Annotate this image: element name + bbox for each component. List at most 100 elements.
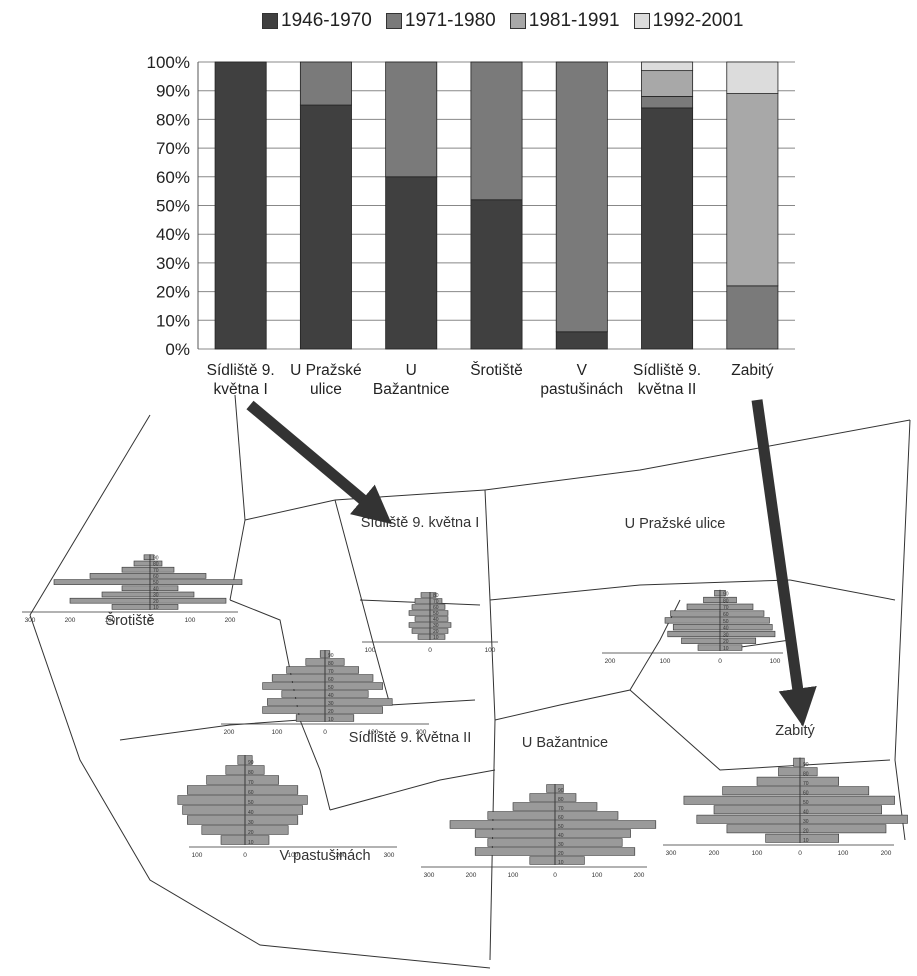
pyramid-age-label: 60 xyxy=(248,790,254,796)
pyramid-age-label: 10 xyxy=(433,635,439,641)
district-map xyxy=(29,394,911,969)
pyramid-x-tick: 200 xyxy=(466,872,477,879)
pyramid-x-tick: 200 xyxy=(225,617,236,624)
pyramid-age-label: 40 xyxy=(558,833,564,839)
pyramid-age-label: 40 xyxy=(248,810,254,816)
pyramid-age-label: 20 xyxy=(328,709,334,715)
bar-v-pastusinach-1971-1980 xyxy=(555,61,608,333)
district-label-u-bazantnice: U Bažantnice xyxy=(522,735,608,751)
bar-sidliste-9-kvetna-i-1946-1970 xyxy=(214,61,267,350)
pyramid-age-label: 40 xyxy=(723,626,729,632)
pyramid-age-label: 30 xyxy=(723,632,729,638)
pyramid-age-label: 50 xyxy=(248,800,254,806)
pyramid-x-tick: 100 xyxy=(365,647,376,654)
pyramid-bar-right-age-40 xyxy=(244,805,303,815)
pyramid-age-label: 20 xyxy=(723,639,729,645)
pyramid-bar-left-age-70 xyxy=(686,603,721,610)
pyramid-x-tick: 100 xyxy=(770,658,781,665)
pyramid-bar-right-age-50 xyxy=(244,795,308,805)
pyramid-bar-left-age-80 xyxy=(778,767,801,777)
pyramid-x-tick: 200 xyxy=(65,617,76,624)
pyramid-bar-right-age-20 xyxy=(324,706,383,714)
bar-sidliste-9-kvetna-ii-1981-1991 xyxy=(641,70,694,97)
pyramid-x-tick: 200 xyxy=(416,729,427,736)
pyramid-x-tick: 100 xyxy=(368,729,379,736)
pyramid-age-label: 70 xyxy=(433,599,439,605)
pyramid-age-label: 10 xyxy=(248,840,254,846)
bar-u-prazske-ulice-1971-1980 xyxy=(299,61,352,106)
map-boundary xyxy=(494,599,681,721)
pyramid-bar-left-age-90 xyxy=(143,554,151,561)
bar-zabity-1992-2001 xyxy=(726,61,779,94)
legend-item-1971-1980: 1971-1980 xyxy=(385,10,496,32)
pyramid-age-label: 40 xyxy=(328,693,334,699)
pyramid-bar-left-age-50 xyxy=(449,820,556,829)
pyramid-bar-left-age-30 xyxy=(408,622,431,628)
y-tick-label: 90% xyxy=(156,82,190,101)
x-tick-label-sidliste-9-kvetna-i: Sídliště 9. května I xyxy=(207,362,275,398)
pyramid-bar-left-age-60 xyxy=(89,573,151,579)
legend: 1946-1970 1971-1980 1981-1991 1992-2001 xyxy=(262,10,744,32)
pyramid-bar-right-age-40 xyxy=(554,829,631,838)
pyramid-x-tick: 100 xyxy=(752,850,763,857)
bar-sidliste-9-kvetna-ii-1971-1980 xyxy=(641,96,694,109)
pyramid-age-label: 30 xyxy=(153,593,159,599)
pyramid-bar-right-age-60 xyxy=(554,811,619,820)
district-label-sidliste-9-kvetna-i: Sídliště 9. května I xyxy=(361,515,479,531)
pyramid-bar-right-age-50 xyxy=(324,682,383,690)
pyramid-bar-right-age-60 xyxy=(799,786,870,796)
pyramid-age-label: 60 xyxy=(433,605,439,611)
pyramid-bar-left-age-90 xyxy=(714,590,721,597)
pyramid-age-label: 90 xyxy=(803,762,809,768)
map-boundary xyxy=(489,579,791,601)
pyramid-age-label: 60 xyxy=(803,791,809,797)
pyramid-bar-left-age-90 xyxy=(237,755,246,765)
pyramid-age-label: 20 xyxy=(153,599,159,605)
pyramid-x-tick: 100 xyxy=(660,658,671,665)
pyramid-bar-left-age-20 xyxy=(411,628,431,634)
bar-zabity-1971-1980 xyxy=(726,285,779,350)
pyramid-bar-left-age-30 xyxy=(101,591,151,598)
pyramid-bar-left-age-20 xyxy=(474,847,556,856)
x-tick-label-u-bazantnice: U Bažantnice xyxy=(373,362,450,398)
pyramid-bar-left-age-50 xyxy=(53,579,151,585)
district-label-v-pastusinach: V pastušinách xyxy=(279,848,370,864)
pyramid-bar-left-age-70 xyxy=(286,666,326,674)
pyramid-x-tick: 0 xyxy=(148,617,152,624)
pyramid-bar-left-age-10 xyxy=(220,835,246,845)
district-label-u-prazske-ulice: U Pražské ulice xyxy=(625,516,726,532)
pyramid-age-label: 10 xyxy=(558,860,564,866)
pyramid-bar-left-age-90 xyxy=(793,757,801,767)
pyramid-bar-left-age-80 xyxy=(133,560,151,567)
pyramid-age-label: 50 xyxy=(433,611,439,617)
pyramid-age-label: 70 xyxy=(558,806,564,812)
pyramid-bar-left-age-80 xyxy=(225,765,246,775)
pyramid-bar-left-age-10 xyxy=(697,644,721,651)
pyramid-x-tick: 0 xyxy=(718,658,722,665)
map-boundary xyxy=(484,419,911,491)
pyramid-x-tick: 200 xyxy=(634,872,645,879)
pyramid-bar-left-age-30 xyxy=(667,630,721,638)
map-boundary xyxy=(229,519,246,601)
pyramid-bar-left-age-50 xyxy=(262,682,326,690)
pyramid-x-tick: 100 xyxy=(508,872,519,879)
legend-swatch xyxy=(385,13,402,29)
pyramid-x-tick: 200 xyxy=(709,850,720,857)
legend-swatch xyxy=(633,13,650,29)
pyramid-bar-left-age-40 xyxy=(713,805,801,815)
pyramid-bar-right-age-50 xyxy=(554,820,657,829)
pyramid-x-tick: 100 xyxy=(272,729,283,736)
district-label-sidliste-9-kvetna-ii: Sídliště 9. května II xyxy=(349,730,472,746)
pyramid-bar-left-age-70 xyxy=(512,802,556,811)
pyramid-bar-left-age-10 xyxy=(111,604,151,610)
arrow-to-sidliste-9-kvetna-i xyxy=(246,400,392,525)
pyramid-age-label: 50 xyxy=(328,685,334,691)
bar-srotiste-1971-1980 xyxy=(470,61,523,201)
pyramid-age-label: 20 xyxy=(558,851,564,857)
pyramid-bar-left-age-30 xyxy=(696,814,801,824)
pyramid-u-bazantnice: 10 20 30 40 50 60 70 80 90 300 200 100 0 100 200 U Baža… xyxy=(421,735,657,879)
pyramid-bar-right-age-50 xyxy=(149,579,243,585)
